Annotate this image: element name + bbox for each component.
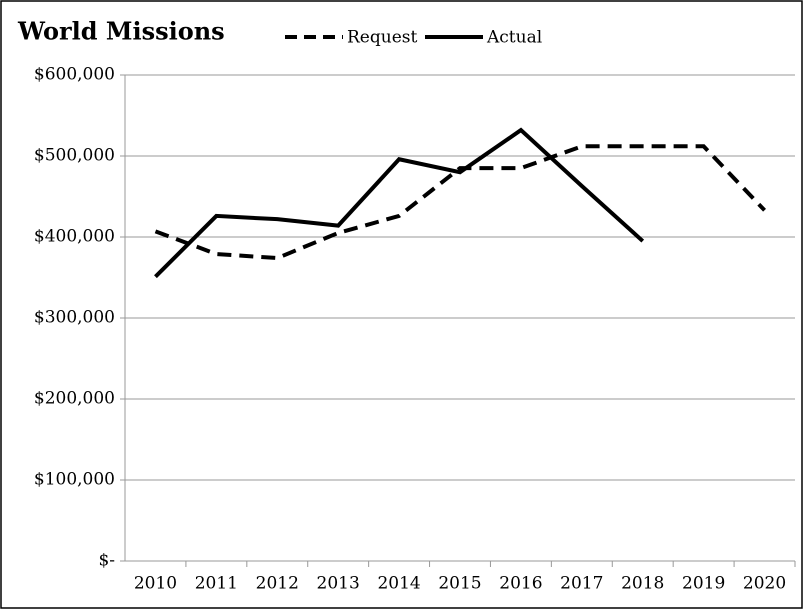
series-line	[154, 127, 645, 279]
y-tick-label: $300,000	[34, 308, 115, 328]
x-tick-label: 2019	[682, 574, 725, 594]
chart-title: World Missions	[17, 17, 225, 46]
y-tick-label: $400,000	[34, 227, 115, 247]
x-tick-label: 2018	[621, 574, 664, 594]
x-tick-label: 2010	[134, 574, 177, 594]
series-line	[154, 144, 766, 261]
x-tick-label: 2017	[560, 574, 603, 594]
y-tick-label: $200,000	[34, 389, 115, 409]
x-tick-label: 2014	[377, 574, 420, 594]
y-tick-label: $100,000	[34, 470, 115, 490]
x-tick-label: 2016	[499, 574, 542, 594]
x-tick-label: 2013	[317, 574, 360, 594]
x-tick-label: 2012	[256, 574, 299, 594]
y-tick-label: $-	[98, 551, 115, 571]
x-tick-label: 2015	[438, 574, 481, 594]
x-tick-label: 2011	[195, 574, 238, 594]
y-tick-label: $500,000	[34, 146, 115, 166]
x-tick-label: 2020	[743, 574, 786, 594]
y-tick-label: $600,000	[34, 65, 115, 85]
legend-label: Request	[347, 28, 417, 48]
legend-label: Actual	[486, 28, 542, 48]
